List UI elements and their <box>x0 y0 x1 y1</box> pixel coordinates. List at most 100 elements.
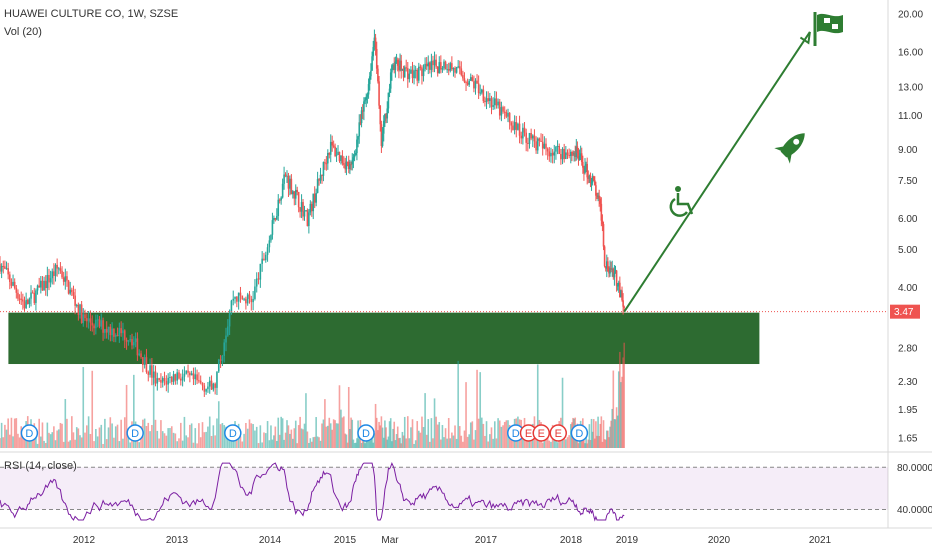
candle-body <box>615 270 618 286</box>
candle-body <box>591 176 594 183</box>
candle-body <box>185 370 188 374</box>
volume-bar <box>586 443 588 448</box>
rsi-pane[interactable] <box>0 452 888 528</box>
candle-body <box>142 357 144 366</box>
candle-body <box>189 372 191 376</box>
volume-bar <box>147 422 150 448</box>
dividend-marker-label: D <box>229 428 237 440</box>
volume-bar <box>283 439 285 448</box>
candle-body <box>550 152 552 157</box>
volume-bar <box>77 428 80 448</box>
dividend-marker-label: D <box>512 428 520 440</box>
volume-bar <box>391 441 393 448</box>
volume-bar <box>425 434 428 448</box>
candle-body <box>530 132 532 139</box>
volume-bar <box>321 423 323 448</box>
volume-bar <box>216 418 218 448</box>
volume-bar <box>95 428 97 448</box>
volume-bar <box>250 423 253 448</box>
candle-body <box>513 122 516 130</box>
candle-body <box>292 191 294 195</box>
price-tick-label: 1.95 <box>898 405 918 416</box>
candle-body <box>54 264 57 276</box>
candle-body <box>500 107 503 116</box>
candle-body <box>447 69 450 71</box>
volume-bar <box>49 434 52 448</box>
volume-bar <box>118 441 121 448</box>
volume-bar <box>466 436 469 448</box>
volume-bar <box>91 370 94 448</box>
candle-body <box>617 282 620 286</box>
candle-body <box>158 378 160 380</box>
volume-bar <box>180 422 182 448</box>
volume-bar <box>287 425 290 448</box>
volume-bar <box>340 409 342 448</box>
candle-body <box>12 281 14 286</box>
candle-body <box>236 296 238 302</box>
candle-body <box>309 203 312 213</box>
volume-bar <box>93 441 95 448</box>
candle-body <box>257 278 260 280</box>
candle-body <box>98 319 101 327</box>
volume-bar <box>476 369 478 448</box>
volume-bar <box>315 417 317 448</box>
candle-body <box>31 292 34 294</box>
volume-bar <box>416 421 419 448</box>
candle-body <box>360 110 363 124</box>
volume-bar <box>239 436 242 448</box>
candle-body <box>393 64 396 71</box>
volume-bar <box>358 438 361 448</box>
volume-bar <box>84 432 86 448</box>
candle-body <box>589 175 592 183</box>
volume-bar <box>100 424 103 448</box>
time-tick-label: 2020 <box>708 535 731 546</box>
volume-bar <box>154 419 157 448</box>
candle-body <box>293 191 296 199</box>
candle-body <box>290 178 293 195</box>
volume-bar <box>341 417 344 448</box>
volume-bar <box>196 443 198 448</box>
time-tick-label: 2012 <box>73 535 96 546</box>
candle-body <box>385 114 387 119</box>
volume-bar <box>113 437 115 448</box>
volume-bar <box>54 440 57 448</box>
candle-body <box>337 151 339 156</box>
volume-bar <box>212 425 215 448</box>
volume-bar <box>615 407 618 448</box>
candle-body <box>169 376 171 378</box>
candle-body <box>395 59 398 62</box>
candle-body <box>568 155 570 157</box>
candle-body <box>259 263 262 280</box>
candle-body <box>386 108 389 119</box>
volume-bar <box>443 437 445 448</box>
candle-body <box>350 164 352 166</box>
volume-bar <box>608 437 610 448</box>
candle-body <box>460 68 463 76</box>
price-tick-label: 5.00 <box>898 245 918 256</box>
candle-body <box>325 163 328 165</box>
volume-bar <box>327 425 329 448</box>
candle-body <box>410 69 412 74</box>
volume-bar <box>64 399 67 448</box>
candle-body <box>56 264 58 269</box>
volume-bar <box>620 382 622 448</box>
candle-body <box>255 278 258 287</box>
candle-body <box>82 314 85 323</box>
candle-body <box>370 70 372 77</box>
volume-bar <box>125 384 128 448</box>
candle-body <box>538 138 541 141</box>
dividend-marker <box>126 424 144 442</box>
candle-body <box>280 197 282 201</box>
volume-bar <box>364 443 366 448</box>
candle-body <box>569 151 572 156</box>
candle-body <box>125 339 128 342</box>
volume-bar <box>616 415 619 448</box>
volume-bar <box>273 435 275 448</box>
volume-bar <box>192 442 195 448</box>
candle-body <box>609 268 611 274</box>
candle-body <box>436 66 439 74</box>
candle-body <box>565 152 567 160</box>
candle-body <box>318 179 320 181</box>
volume-bar <box>145 426 148 448</box>
